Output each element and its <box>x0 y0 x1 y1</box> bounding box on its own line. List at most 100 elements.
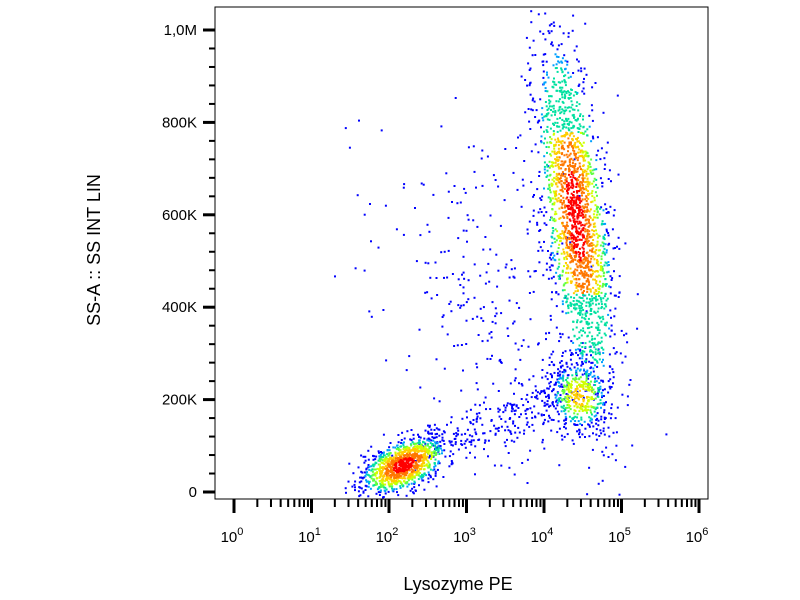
event-dot <box>571 399 574 401</box>
event-dot <box>382 459 384 462</box>
event-dot <box>538 175 541 177</box>
event-dot <box>552 350 555 353</box>
event-dot <box>569 408 572 411</box>
event-dot <box>533 270 536 273</box>
event-dot <box>399 485 402 488</box>
event-dot <box>580 70 583 73</box>
event-dot <box>432 469 435 472</box>
event-dot <box>542 214 545 217</box>
event-dot <box>571 162 574 164</box>
event-dot <box>380 456 383 458</box>
event-dot <box>581 190 584 193</box>
event-dot <box>573 412 576 415</box>
event-dot <box>596 259 599 261</box>
event-dot <box>369 475 372 478</box>
event-dot <box>557 368 560 371</box>
event-dot <box>382 456 384 459</box>
event-dot <box>577 300 580 303</box>
events-layer <box>334 10 668 499</box>
event-dot <box>367 480 369 483</box>
event-dot <box>513 320 516 323</box>
event-dot <box>564 385 567 388</box>
event-dot <box>491 301 494 304</box>
event-dot <box>428 426 431 429</box>
event-dot <box>562 211 565 214</box>
event-dot <box>537 13 540 16</box>
event-dot <box>573 108 576 111</box>
event-dot <box>434 433 437 436</box>
event-dot <box>419 475 422 478</box>
event-dot <box>407 463 410 466</box>
event-dot <box>497 269 500 272</box>
event-dot <box>612 376 615 379</box>
event-dot <box>528 84 531 87</box>
event-dot <box>576 140 579 143</box>
x-tick-exponent: 3 <box>470 526 476 538</box>
event-dot <box>377 491 380 494</box>
event-dot <box>559 216 562 219</box>
event-dot <box>561 123 564 126</box>
event-dot <box>583 350 586 353</box>
event-dot <box>558 277 561 280</box>
event-dot <box>572 149 575 152</box>
event-dot <box>504 420 507 423</box>
event-dot <box>408 464 411 467</box>
event-dot <box>571 29 574 32</box>
event-dot <box>579 307 582 310</box>
event-dot <box>594 393 597 396</box>
event-dot <box>575 263 578 266</box>
event-dot <box>395 488 398 491</box>
event-dot <box>542 32 545 35</box>
event-dot <box>545 176 548 178</box>
event-dot <box>570 389 572 392</box>
event-dot <box>398 472 401 475</box>
event-dot <box>565 180 568 183</box>
event-dot <box>566 190 568 192</box>
event-dot <box>565 406 567 409</box>
event-dot <box>428 424 431 427</box>
event-dot <box>494 432 497 435</box>
event-dot <box>489 430 492 433</box>
x-tick-label: 100 <box>221 526 244 546</box>
event-dot <box>561 160 564 163</box>
event-dot <box>406 462 409 464</box>
event-dot <box>542 83 545 86</box>
event-dot <box>552 104 555 107</box>
event-dot <box>399 475 402 477</box>
x-axis-title: Lysozyme PE <box>403 574 512 594</box>
event-dot <box>604 293 607 295</box>
event-dot <box>428 466 431 469</box>
event-dot <box>605 249 608 252</box>
event-dot <box>612 431 615 434</box>
event-dot <box>618 291 621 294</box>
event-dot <box>597 419 600 422</box>
event-dot <box>562 101 565 104</box>
event-dot <box>556 130 559 133</box>
event-dot <box>448 455 451 458</box>
event-dot <box>395 228 398 231</box>
event-dot <box>423 441 426 444</box>
event-dot <box>377 459 380 462</box>
event-dot <box>575 326 578 329</box>
event-dot <box>607 380 610 383</box>
event-dot <box>526 408 529 411</box>
event-dot <box>595 380 598 383</box>
event-dot <box>570 234 573 237</box>
event-dot <box>576 217 579 220</box>
event-dot <box>544 375 547 378</box>
event-dot <box>604 284 607 287</box>
event-dot <box>579 301 582 304</box>
event-dot <box>589 373 592 376</box>
event-dot <box>568 141 571 144</box>
event-dot <box>579 395 581 398</box>
event-dot <box>549 197 552 200</box>
event-dot <box>557 247 560 249</box>
event-dot <box>380 451 382 453</box>
event-dot <box>525 398 528 401</box>
event-dot <box>550 30 553 33</box>
event-dot <box>564 227 567 230</box>
event-dot <box>590 104 593 107</box>
event-dot <box>464 440 467 443</box>
event-dot <box>494 315 497 318</box>
event-dot <box>566 60 569 63</box>
